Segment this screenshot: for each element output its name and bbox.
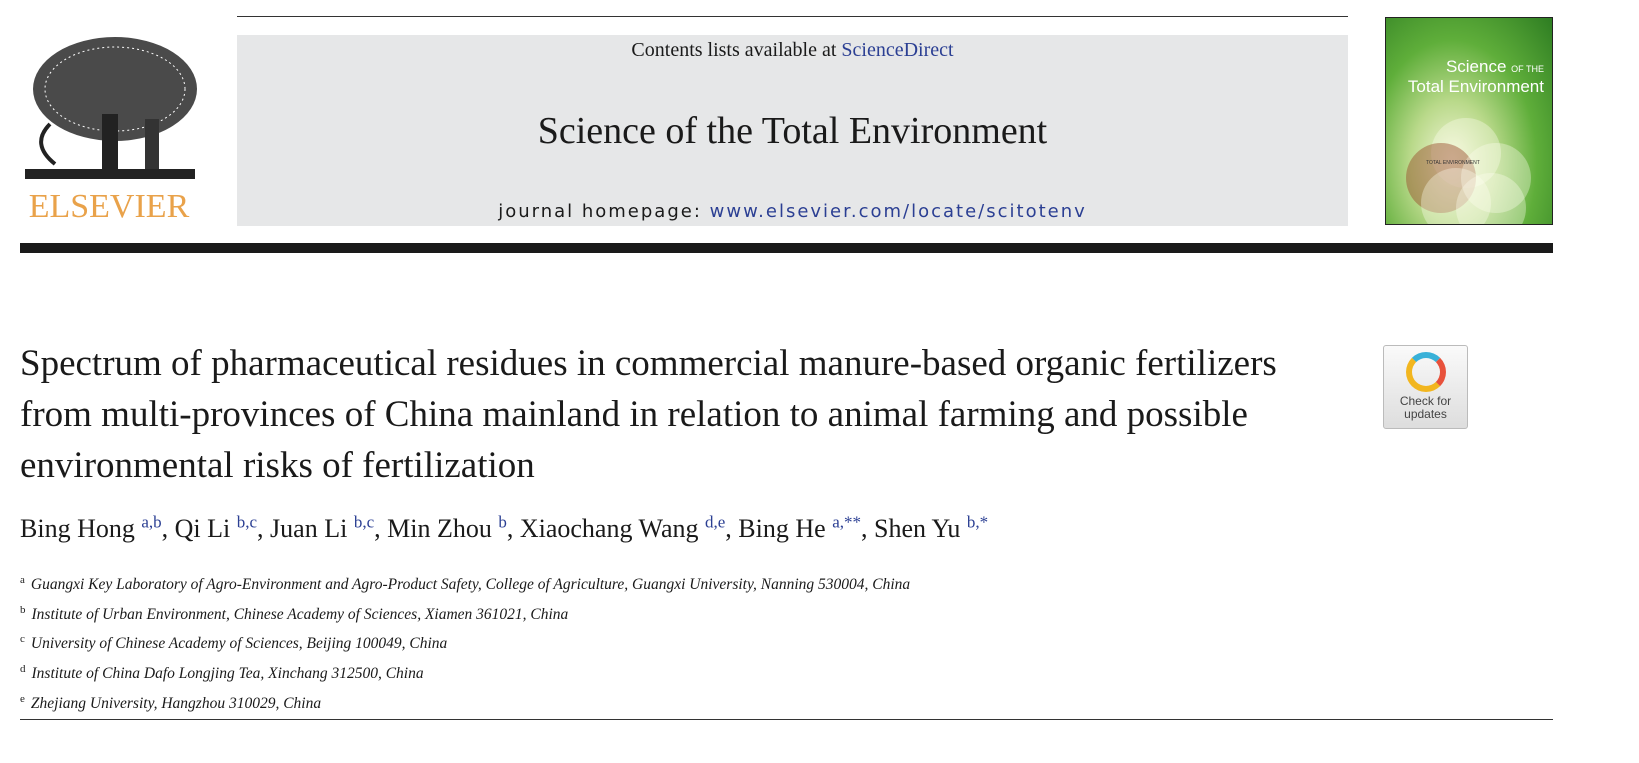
author-affiliation-link[interactable]: b	[498, 512, 507, 531]
journal-title: Science of the Total Environment	[537, 110, 1048, 152]
author[interactable]: Bing Hong a,b	[20, 512, 162, 543]
homepage-link[interactable]: www.elsevier.com/locate/scitotenv	[709, 201, 1087, 222]
journal-cover[interactable]: Science OF THE Total Environment TOTAL EN…	[1385, 17, 1553, 225]
journal-homepage: journal homepage: www.elsevier.com/locat…	[498, 201, 1087, 222]
affiliation: d Institute of China Dafo Longjing Tea, X…	[20, 662, 424, 683]
tree-icon	[25, 37, 197, 179]
author[interactable]: Shen Yu b,*	[873, 512, 989, 543]
author-affiliation-link[interactable]: d,e	[705, 512, 726, 531]
author-affiliation-link[interactable]: b,c	[236, 512, 258, 531]
sciencedirect-link[interactable]: ScienceDirect	[841, 39, 954, 61]
check-for-updates-button[interactable]: Check for updates	[1383, 345, 1468, 429]
author-affiliation-link[interactable]: a,b	[141, 512, 162, 531]
author[interactable]: Qi Li b,c	[174, 512, 258, 543]
elsevier-logo: ELSEVIER	[20, 34, 198, 226]
author[interactable]: Juan Li b,c	[270, 512, 375, 543]
affiliation: e Zhejiang University, Hangzhou 310029, C…	[20, 692, 322, 712]
author-affiliation-link[interactable]: a,**	[832, 512, 861, 531]
author-affiliation-link[interactable]: b,*	[966, 512, 989, 531]
top-rule	[237, 16, 1348, 17]
bottom-rule	[20, 719, 1553, 720]
affiliation: b Institute of Urban Environment, Chinese…	[20, 603, 569, 623]
contents-line: Contents lists available at ScienceDirec…	[631, 39, 954, 61]
affiliations: a Guangxi Key Laboratory of Agro-Environm…	[20, 568, 910, 716]
author-list: Bing Hong a,b, Qi Li b,c, Juan Li b,c, M…	[20, 512, 989, 543]
check-updates-icon	[1405, 352, 1446, 392]
affiliation: c University of Chinese Academy of Scienc…	[20, 633, 448, 653]
header-divider	[20, 243, 1553, 253]
author[interactable]: Bing He a,**	[738, 512, 861, 543]
author-affiliation-link[interactable]: b,c	[353, 512, 375, 531]
journal-header: Contents lists available at ScienceDirec…	[237, 35, 1348, 226]
author[interactable]: Min Zhou b	[387, 512, 507, 543]
affiliation: a Guangxi Key Laboratory of Agro-Environm…	[20, 574, 911, 594]
author[interactable]: Xiaochang Wang d,e	[519, 512, 726, 543]
article-title: Spectrum of pharmaceutical residues in c…	[20, 343, 1277, 486]
